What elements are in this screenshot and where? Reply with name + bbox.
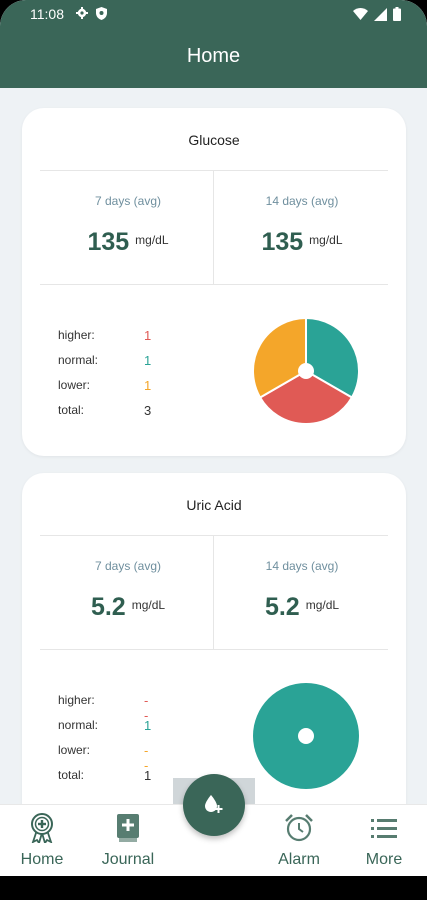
add-entry-fab-button[interactable] — [183, 774, 245, 836]
stat-value: 3 — [144, 403, 152, 418]
stat-label: higher: — [58, 328, 95, 342]
journal-icon — [117, 814, 139, 842]
avg-value: 5.2 — [264, 593, 300, 621]
avg-14-days: 14 days (avg) 5.2 mg/dL — [214, 559, 390, 622]
signal-icon — [374, 7, 387, 21]
avg-label: 7 days (avg) — [94, 559, 162, 573]
divider — [213, 170, 214, 284]
divider — [40, 535, 388, 536]
stat-value: -- — [144, 693, 149, 723]
avg-label: 14 days (avg) — [265, 559, 339, 573]
stat-value: 1 — [144, 328, 152, 343]
nav-item-alarm[interactable]: Alarm — [259, 813, 339, 869]
nav-label: Journal — [101, 851, 155, 868]
divider — [40, 170, 388, 171]
stat-label: total: — [58, 403, 85, 417]
avg-7-days: 7 days (avg) 5.2 mg/dL — [40, 559, 216, 622]
system-navigation-bar — [0, 876, 427, 900]
avg-label: 7 days (avg) — [94, 194, 162, 208]
wifi-icon — [353, 8, 368, 20]
card-title: Uric Acid — [186, 497, 242, 513]
avg-14-days: 14 days (avg) 135 mg/dL — [214, 194, 390, 257]
nav-label: Home — [20, 851, 64, 868]
stat-value: 1 — [144, 718, 152, 733]
avg-value: 135 — [87, 228, 130, 256]
nav-item-journal[interactable]: Journal — [88, 813, 168, 869]
nav-item-more[interactable]: More — [344, 813, 424, 869]
stat-label: normal: — [58, 718, 99, 732]
avg-unit: mg/dL — [131, 598, 166, 612]
stat-label: lower: — [58, 743, 91, 757]
status-bar: 11:08 — [0, 0, 427, 30]
add-drop-icon — [205, 795, 223, 813]
glucose-card[interactable]: Glucose 7 days (avg) 135 mg/dL 14 days (a… — [22, 108, 406, 456]
battery-icon — [393, 7, 401, 21]
card-title: Glucose — [188, 132, 240, 148]
avg-label: 14 days (avg) — [265, 194, 339, 208]
stat-value: 1 — [144, 378, 152, 393]
uric-acid-card[interactable]: Uric Acid 7 days (avg) 5.2 mg/dL 14 days … — [22, 473, 406, 833]
avg-unit: mg/dL — [135, 233, 169, 247]
stat-value: -- — [144, 743, 149, 773]
page-title: Home — [186, 45, 241, 67]
pie-slice-lower — [253, 318, 307, 399]
pie-center-hole — [298, 728, 314, 744]
settings-gear-icon — [76, 7, 88, 19]
uric-acid-pie-chart — [253, 683, 359, 789]
pie-center-hole — [298, 363, 314, 379]
menu-icon — [371, 819, 397, 838]
stat-label: total: — [58, 768, 85, 782]
stat-label: normal: — [58, 353, 99, 367]
glucose-pie-chart — [253, 318, 359, 424]
avg-value: 135 — [261, 228, 304, 256]
divider — [40, 284, 388, 285]
nav-label: Alarm — [278, 851, 320, 868]
stat-value: 1 — [144, 768, 152, 783]
alarm-icon — [285, 814, 313, 842]
avg-value: 5.2 — [90, 593, 126, 621]
shield-icon — [96, 7, 107, 20]
stat-label: higher: — [58, 693, 95, 707]
app-bar: 11:08 — [0, 0, 427, 88]
divider — [213, 535, 214, 649]
status-icons — [353, 7, 401, 21]
avg-unit: mg/dL — [305, 598, 340, 612]
avg-unit: mg/dL — [309, 233, 343, 247]
avg-7-days: 7 days (avg) 135 mg/dL — [40, 194, 216, 257]
status-time: 11:08 — [30, 6, 64, 22]
divider — [40, 649, 388, 650]
nav-item-home[interactable]: Home — [2, 813, 82, 869]
pie-slice-higher — [258, 369, 354, 424]
nav-label: More — [365, 851, 403, 868]
award-icon — [31, 813, 53, 843]
stat-label: lower: — [58, 378, 91, 392]
stat-value: 1 — [144, 353, 152, 368]
